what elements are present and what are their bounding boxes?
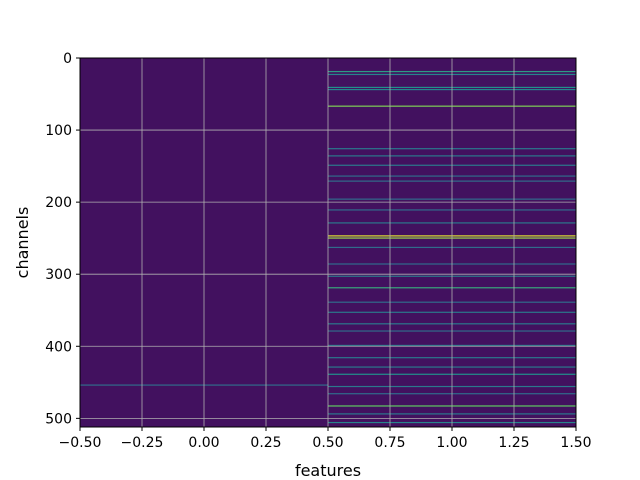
x-tick-label: 0.00 <box>188 435 219 451</box>
x-axis-ticks: −0.50 −0.25 0.00 0.25 0.50 0.75 1.00 1.25 1.50 <box>59 427 592 451</box>
y-axis-label: channels <box>13 207 32 279</box>
x-tick-label: −0.25 <box>121 435 164 451</box>
y-tick-label: 400 <box>45 339 72 355</box>
x-tick-label: 1.00 <box>436 435 467 451</box>
x-tick-label: −0.50 <box>59 435 102 451</box>
x-tick-label: 0.50 <box>312 435 343 451</box>
x-tick-label: 1.50 <box>560 435 591 451</box>
y-axis-ticks: 0 100 200 300 400 500 <box>45 51 80 427</box>
y-tick-label: 100 <box>45 123 72 139</box>
y-tick-label: 500 <box>45 411 72 427</box>
x-tick-label: 1.25 <box>498 435 529 451</box>
y-tick-label: 200 <box>45 195 72 211</box>
y-tick-label: 0 <box>63 51 72 67</box>
x-tick-label: 0.25 <box>250 435 281 451</box>
x-axis-label: features <box>295 461 361 480</box>
x-tick-label: 0.75 <box>374 435 405 451</box>
y-tick-label: 300 <box>45 267 72 283</box>
